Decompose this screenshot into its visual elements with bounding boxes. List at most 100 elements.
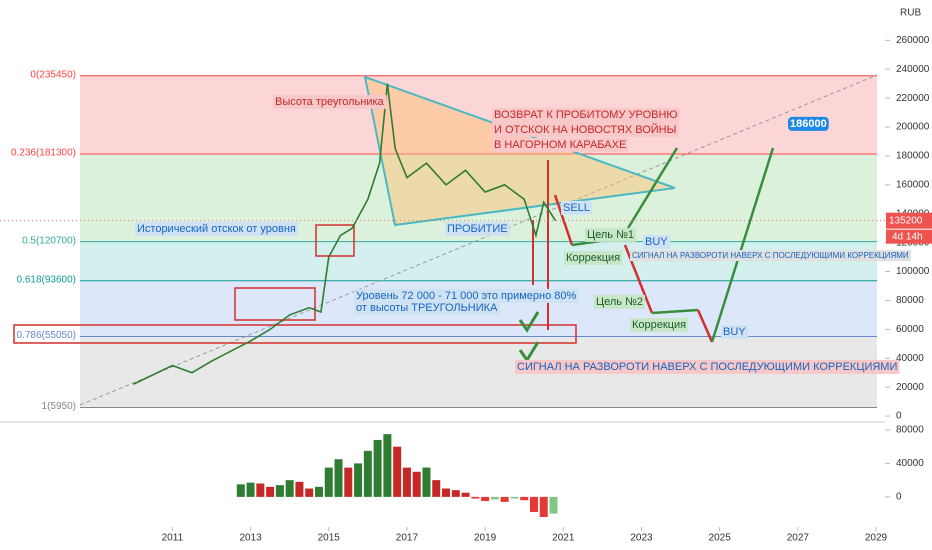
macd-bar [383, 434, 392, 497]
x-tick-label: 2013 [239, 533, 262, 544]
y-tick-label: 100000 [896, 266, 930, 277]
y-tick-label: 0 [896, 411, 902, 422]
annotation: от высоты ТРЕУГОЛЬНИКА [356, 302, 498, 314]
annotation-bg [515, 359, 900, 374]
macd-bar [295, 481, 304, 497]
macd-bar [324, 467, 333, 497]
x-tick-label: 2023 [630, 533, 653, 544]
annotation: ПРОБИТИЕ [447, 223, 508, 235]
macd-bar [344, 467, 353, 497]
x-tick-label: 2025 [709, 533, 732, 544]
annotation-bg [643, 234, 671, 249]
price-tag-label: 135200 [889, 215, 923, 226]
annotation: В НАГОРНОМ КАРАБАХЕ [494, 139, 626, 151]
macd-bar [451, 490, 460, 497]
annotation-bg [492, 121, 679, 137]
annotation: SELL [563, 202, 590, 214]
annotation-bg [273, 94, 387, 109]
countdown: 4d 14h [892, 231, 923, 242]
y-tick-label: 20000 [896, 382, 924, 393]
fib-band [80, 75, 877, 155]
macd-bar [481, 496, 490, 502]
fib-label: 0(235450) [30, 69, 76, 80]
macd-bar [412, 471, 421, 497]
annotation-bg [585, 227, 637, 242]
macd-bar [246, 482, 255, 497]
annotation-bg [135, 221, 298, 236]
macd-bar [520, 496, 529, 501]
macd-bar [275, 485, 284, 497]
x-tick-label: 2019 [474, 533, 497, 544]
macd-bar [461, 492, 470, 497]
price-tag [886, 212, 932, 229]
fib-band [80, 241, 877, 281]
x-tick-label: 2015 [318, 533, 341, 544]
x-tick-label: 2011 [162, 533, 184, 544]
macd-bar [393, 446, 402, 497]
annotation-bg [564, 250, 623, 265]
macd-bar [305, 488, 314, 497]
annotation-bg [445, 221, 510, 236]
annotation: Цель №2 [596, 296, 643, 308]
annotation-bg [492, 107, 680, 122]
annotation-bg [788, 116, 829, 131]
macd-bar [500, 496, 509, 502]
annotation-bg [630, 250, 911, 262]
y-tick-label: 60000 [896, 324, 924, 335]
fib-label: 0.618(93600) [17, 274, 77, 285]
macd-bar [549, 496, 558, 514]
macd-bar [354, 463, 363, 497]
macd-tick-label: 80000 [896, 425, 924, 436]
y-tick-label: 180000 [896, 151, 930, 162]
fib-label: 1(5950) [42, 401, 76, 412]
annotation-bg [721, 324, 749, 339]
macd-tick-label: 40000 [896, 458, 924, 469]
annotation: И ОТСКОК НА НОВОСТЯХ ВОЙНЫ [494, 123, 676, 136]
annotation: Цель №1 [587, 229, 634, 241]
fib-label: 0.786(55050) [17, 330, 77, 341]
y-tick-label: 80000 [896, 295, 924, 306]
y-tick-label: 260000 [896, 35, 930, 46]
macd-bar [510, 496, 519, 499]
trend-line [79, 74, 878, 406]
annotation-bg [594, 294, 646, 309]
macd-bar [266, 486, 275, 497]
y-tick-label: 220000 [896, 93, 930, 104]
x-tick-label: 2027 [787, 533, 810, 544]
y-tick-label: 40000 [896, 353, 924, 364]
macd-bar [422, 467, 431, 497]
countdown-tag [886, 229, 932, 244]
y-tick-label: 160000 [896, 179, 930, 190]
macd-bar [529, 496, 538, 512]
macd-bar [314, 486, 323, 497]
annotation: СИГНАЛ НА РАЗВОРОТИ НАВЕРХ С ПОСЛЕДУЮЩИМ… [517, 361, 897, 373]
x-tick-label: 2021 [552, 533, 575, 544]
x-tick-label: 2017 [396, 533, 419, 544]
y-tick-label: 200000 [896, 122, 930, 133]
macd-bar [334, 459, 343, 497]
macd-bar [539, 496, 548, 517]
y-tick-label: 240000 [896, 64, 930, 75]
annotation: Коррекция [632, 319, 686, 331]
macd-bar [373, 439, 382, 497]
macd-bar [402, 467, 411, 497]
price-line [132, 83, 557, 385]
annotation: СИГНАЛ НА РАЗВОРОТИ НАВЕРХ С ПОСЛЕДУЮЩИМ… [632, 251, 909, 260]
annotation: ВОЗВРАТ К ПРОБИТОМУ УРОВНЮ [494, 109, 678, 121]
macd-tick-label: 0 [896, 492, 902, 503]
annotation-bg [354, 300, 501, 315]
macd-bar [256, 483, 265, 497]
macd-bar [285, 480, 294, 497]
fib-label: 0.236(181300) [11, 148, 76, 159]
annotation: Исторический отскок от уровня [137, 223, 296, 235]
box [315, 224, 355, 257]
annotation: 186000 [790, 118, 827, 130]
box [13, 324, 577, 344]
currency: RUB [900, 8, 921, 19]
annotation: Уровень 72 000 - 71 000 это примерно 80% [356, 290, 577, 302]
macd-bar [236, 484, 245, 497]
macd-bar [432, 480, 441, 497]
macd-bar [442, 488, 451, 497]
annotation-bg [630, 317, 689, 332]
